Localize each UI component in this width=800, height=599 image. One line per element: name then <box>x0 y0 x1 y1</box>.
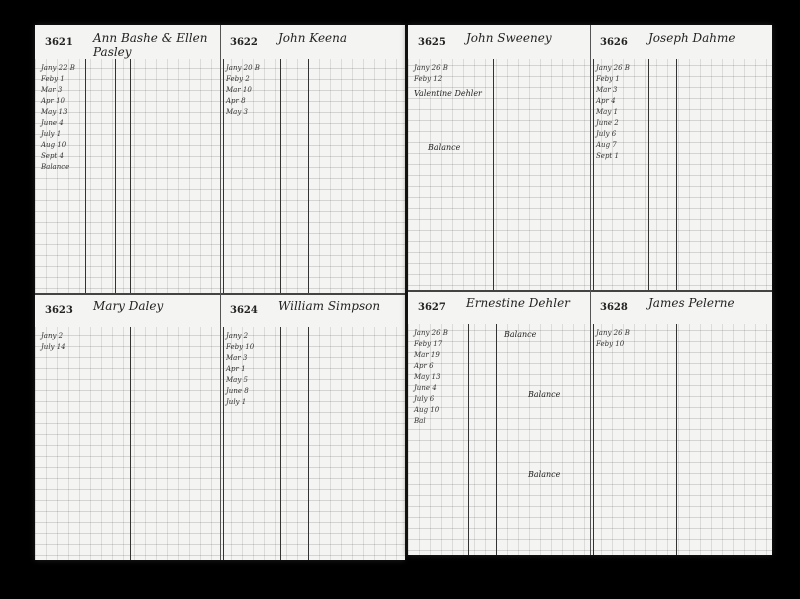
account-number: 3628 <box>600 302 628 313</box>
account-note: Valentine Dehler <box>414 89 482 98</box>
account-entries: Jany 26 B Feby 17 Mar 19 Apr 6 May 13 June 4 J… <box>414 328 448 427</box>
account-holder-name: John Sweeney <box>466 31 552 45</box>
account-holder-name: James Pelerne <box>648 296 735 310</box>
account-number: 3621 <box>45 37 73 48</box>
ledger-entry: Mar 3 <box>41 86 63 94</box>
ledger-entry: Jany 26 B <box>596 64 630 72</box>
ledger-entry: July 14 <box>41 342 66 351</box>
ledger-entry: May 3 <box>226 108 248 116</box>
ledger-entry: Feby 17 <box>414 340 443 348</box>
ledger-entry: Feby 10 <box>596 340 625 348</box>
ledger-entry: Feby 1 <box>41 75 65 83</box>
ledger-entry: Feby 2 <box>226 75 250 83</box>
ledger-account: 3626 Joseph Dahme Jany 26 B Feby 1 Mar 3 Apr… <box>590 25 772 290</box>
ledger-account: 3624 William Simpson Jany 2 Feby 10 Mar 3 Ap… <box>220 292 405 560</box>
account-note: Balance <box>528 470 561 479</box>
ledger-entry: May 13 <box>414 373 441 381</box>
ledger-account: 3621 Ann Bashe & Ellen Pasley Jany 22 B Fe… <box>35 25 220 293</box>
account-holder-name: John Keena <box>278 31 348 45</box>
ledger-entry: Mar 10 <box>226 86 252 94</box>
account-number: 3623 <box>45 304 73 316</box>
account-entries: Jany 26 B Feby 12 <box>414 63 448 85</box>
account-holder-name: William Simpson <box>278 298 381 313</box>
account-note: Balance <box>504 330 537 339</box>
ledger-entry: Aug 10 <box>41 141 67 149</box>
ledger-entry: July 6 <box>414 395 435 403</box>
account-entries: Jany 22 B Feby 1 Mar 3 Apr 10 May 13 June 4 Ju… <box>41 63 75 173</box>
ledger-entry: Apr 4 <box>596 97 616 105</box>
ledger-entry: Mar 3 <box>226 353 248 362</box>
ledger-entry: July 6 <box>596 130 617 138</box>
account-holder-name: Ernestine Dehler <box>466 296 570 310</box>
ledger-entry: Jany 26 B <box>414 329 448 337</box>
ledger-entry: Apr 1 <box>226 364 246 373</box>
ledger-entry: July 1 <box>41 130 62 138</box>
account-number: 3626 <box>600 37 628 48</box>
ledger-entry: Aug 10 <box>414 406 440 414</box>
account-number: 3625 <box>418 37 446 48</box>
account-note: Balance <box>428 143 461 152</box>
account-entries: Jany 2 July 14 <box>41 331 66 353</box>
ledger-entry: Sept 4 <box>41 152 64 160</box>
ledger-entry: Feby 10 <box>226 342 255 351</box>
ledger-account: 3625 John Sweeney Jany 26 B Feby 12 Valent… <box>408 25 590 290</box>
ledger-entry: Mar 19 <box>414 351 440 359</box>
ledger-entry: Aug 7 <box>596 141 617 149</box>
ledger-entry: Apr 8 <box>226 97 246 105</box>
ledger-entry: June 4 <box>414 384 437 392</box>
ledger-account: 3623 Mary Daley Jany 2 July 14 <box>35 292 220 560</box>
account-number: 3624 <box>230 304 258 316</box>
ledger-entry: Mar 3 <box>596 86 618 94</box>
ledger-entry: May 5 <box>226 375 248 384</box>
account-entries: Jany 2 Feby 10 Mar 3 Apr 1 May 5 June 8 July 1 <box>226 331 254 408</box>
divider <box>590 25 591 555</box>
ledger-entry: Jany 20 B <box>226 64 260 72</box>
ledger-left-page: 3621 Ann Bashe & Ellen Pasley Jany 22 B Fe… <box>35 25 405 560</box>
account-entries: Jany 26 B Feby 1 Mar 3 Apr 4 May 1 June 2 July… <box>596 63 630 162</box>
ledger-entry: Feby 12 <box>414 75 443 83</box>
ledger-account: 3628 James Pelerne Jany 26 B Feby 10 <box>590 290 772 555</box>
account-holder-name: Ann Bashe & Ellen Pasley <box>93 31 208 59</box>
account-number: 3622 <box>230 37 258 48</box>
ledger-entry: Jany 2 <box>41 331 64 340</box>
ledger-entry: June 8 <box>226 386 249 395</box>
account-entries: Jany 26 B Feby 10 <box>596 328 630 350</box>
ledger-entry: Jany 2 <box>226 331 249 340</box>
ledger-entry: Apr 10 <box>41 97 66 105</box>
ledger-entry: Balance <box>41 163 70 171</box>
ledger-entry: Feby 1 <box>596 75 620 83</box>
ledger-account: 3622 John Keena Jany 20 B Feby 2 Mar 10 Apr … <box>220 25 405 293</box>
ledger-entry: June 2 <box>596 119 619 127</box>
ledger-entry: July 1 <box>226 397 247 406</box>
account-number: 3627 <box>418 302 446 313</box>
ledger-entry: Bal <box>414 417 426 425</box>
ledger-entry: May 13 <box>41 108 68 116</box>
ledger-entry: Sept 1 <box>596 152 619 160</box>
ledger-entry: June 4 <box>41 119 64 127</box>
ledger-entry: May 1 <box>596 108 618 116</box>
account-note: Balance <box>528 390 561 399</box>
ledger-entry: Jany 26 B <box>414 64 448 72</box>
account-holder-name: Joseph Dahme <box>648 31 736 45</box>
ledger-entry: Apr 6 <box>414 362 434 370</box>
ledger-account: 3627 Ernestine Dehler Jany 26 B Feby 17 Mar… <box>408 290 590 555</box>
account-entries: Jany 20 B Feby 2 Mar 10 Apr 8 May 3 <box>226 63 260 118</box>
ledger-right-page: 3625 John Sweeney Jany 26 B Feby 12 Valent… <box>408 25 772 555</box>
account-holder-name: Mary Daley <box>93 298 164 313</box>
divider <box>220 25 221 560</box>
ledger-entry: Jany 26 B <box>596 329 630 337</box>
ledger-entry: Jany 22 B <box>41 64 75 72</box>
